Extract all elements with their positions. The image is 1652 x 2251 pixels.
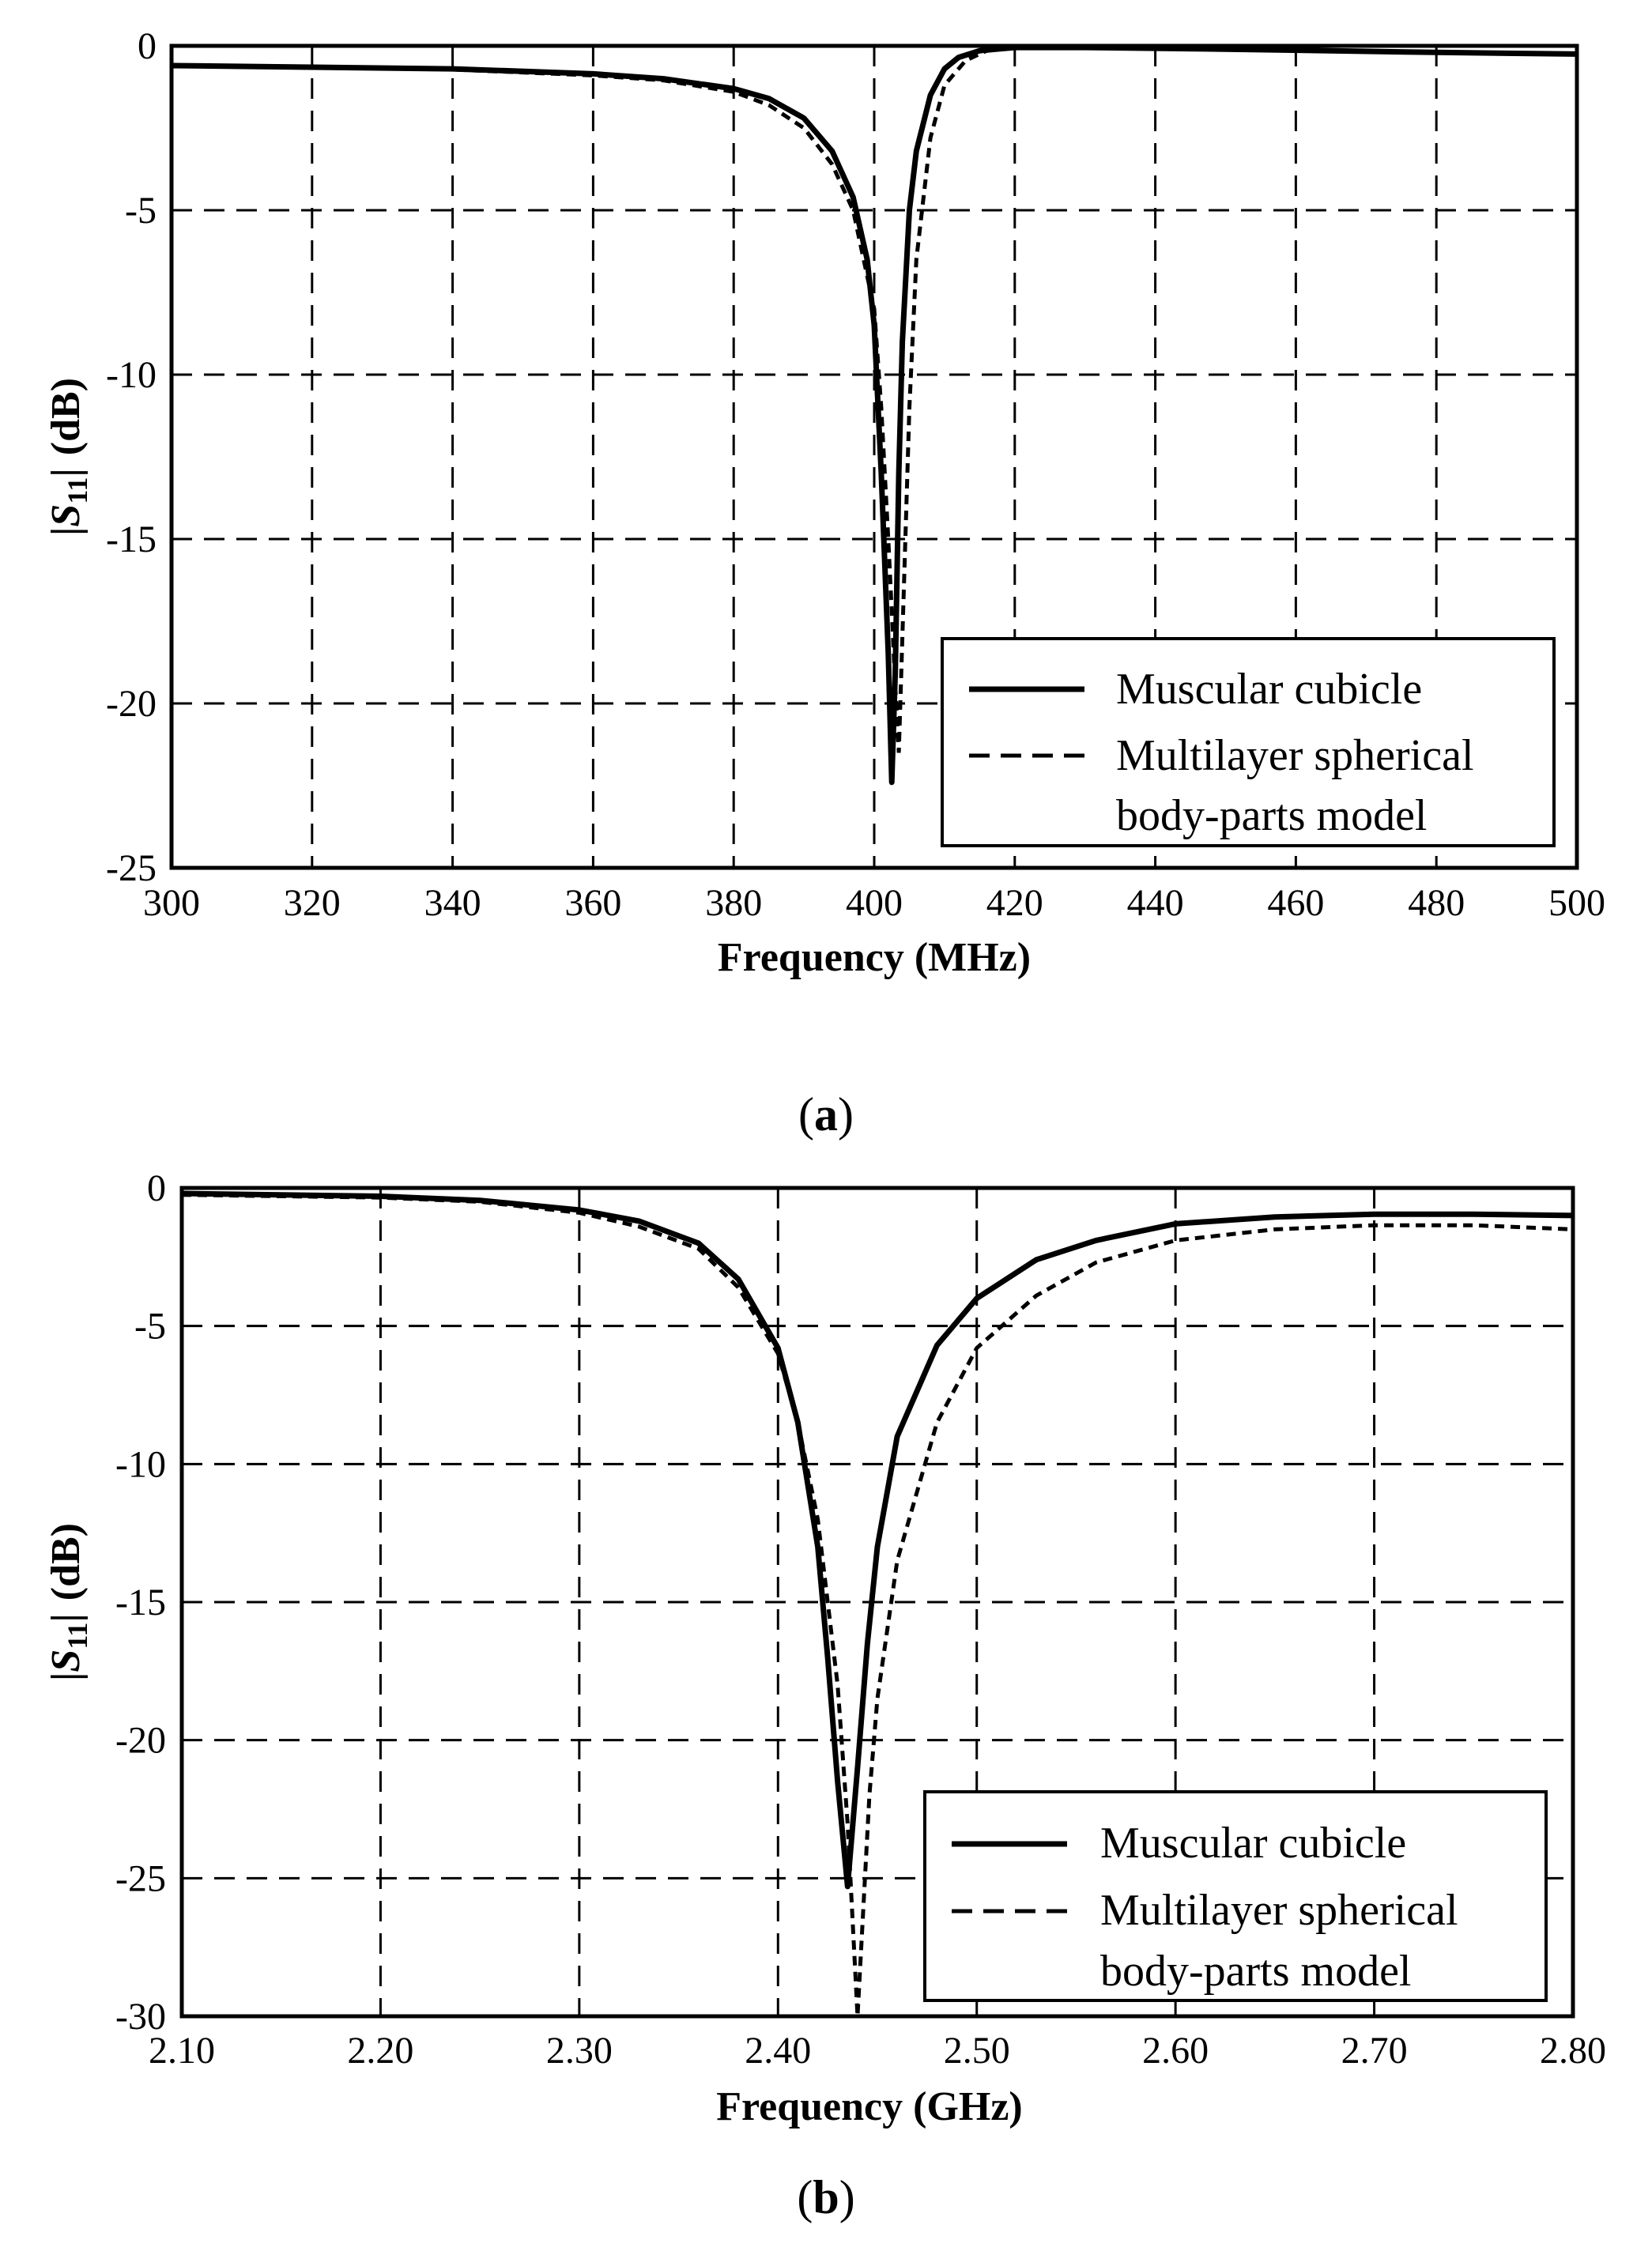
svg-text:|S11|(dB): |S11|(dB) <box>43 378 93 536</box>
x-tick-label-a: 480 <box>1408 882 1465 924</box>
y-title-bar-left: | <box>43 527 89 536</box>
x-tick-label-b: 2.30 <box>546 2030 613 2072</box>
series-b <box>181 1190 1574 2017</box>
legend-label-muscular-b: Muscular cubicle <box>1100 1819 1406 1868</box>
x-tick-label-a: 400 <box>846 882 903 924</box>
y-tick-label-b: -15 <box>115 1582 166 1623</box>
y-title-unit: (dB) <box>43 1523 89 1601</box>
svg-text:|S11|(dB): |S11|(dB) <box>43 1523 93 1681</box>
series-multilayer-model-a <box>171 45 1578 753</box>
x-tick-label-a: 420 <box>986 882 1043 924</box>
x-tick-label-b: 2.60 <box>1142 2030 1209 2072</box>
x-tick-label-a: 380 <box>705 882 762 924</box>
y-tick-label-a: -25 <box>106 847 157 889</box>
legend-box-a <box>941 637 1556 847</box>
y-title-bar-right: | <box>43 468 89 477</box>
chart-panel-a: 300 320 340 360 380 400 420 440 460 480 500 0 -5 -10 -… <box>43 25 1605 1141</box>
y-tick-label-b: -20 <box>115 1720 166 1762</box>
chart-panel-b: 2.10 2.20 2.30 2.40 2.50 2.60 2.70 2.80 0 -5 -10 -1… <box>43 1167 1606 2223</box>
y-tick-label-b: -5 <box>134 1306 166 1348</box>
y-tick-label-b: -25 <box>115 1857 166 1899</box>
legend-label-bodyparts-a: body-parts model <box>1116 791 1427 840</box>
panel-label-a: (a) <box>798 1088 854 1141</box>
ticks-b: 2.10 2.20 2.30 2.40 2.50 2.60 2.70 2.80 0 -5 -10 -1… <box>115 1167 1606 2072</box>
x-tick-label-a: 300 <box>143 882 200 924</box>
plot-frame-b <box>179 1186 1575 2019</box>
legend-label-muscular-a: Muscular cubicle <box>1116 665 1422 714</box>
y-axis-title-b: |S11|(dB) <box>43 1523 93 1681</box>
legend-a: Muscular cubicle Multilayer spherical bo… <box>941 637 1556 847</box>
series-a <box>171 44 1578 786</box>
y-title-bar-left: | <box>43 1672 89 1681</box>
ticks-a: 300 320 340 360 380 400 420 440 460 480 500 0 -5 -10 -… <box>106 25 1605 924</box>
legend-box-b <box>923 1790 1548 2002</box>
x-tick-label-b: 2.40 <box>745 2030 811 2072</box>
x-tick-label-a: 440 <box>1127 882 1184 924</box>
y-title-main: S <box>43 504 89 527</box>
x-tick-label-a: 500 <box>1548 882 1605 924</box>
x-tick-label-b: 2.10 <box>149 2030 215 2072</box>
y-tick-label-b: -30 <box>115 1996 166 2038</box>
legend-label-multilayer-b: Multilayer spherical <box>1100 1886 1458 1935</box>
x-tick-label-a: 320 <box>284 882 341 924</box>
y-title-subscript: 11 <box>62 1623 93 1650</box>
series-multilayer-model-b <box>181 1193 1574 2017</box>
y-tick-label-a: 0 <box>138 25 157 67</box>
x-axis-title-a: Frequency (MHz) <box>718 935 1031 980</box>
panel-label-b: (b) <box>797 2171 854 2223</box>
legend-label-multilayer-a: Multilayer spherical <box>1116 731 1474 780</box>
y-tick-label-a: -10 <box>106 354 157 396</box>
x-tick-label-b: 2.70 <box>1341 2030 1408 2072</box>
y-title-unit: (dB) <box>43 378 89 455</box>
x-axis-title-b: Frequency (GHz) <box>716 2084 1023 2129</box>
x-tick-label-b: 2.50 <box>944 2030 1010 2072</box>
y-tick-label-a: -5 <box>125 190 157 232</box>
y-axis-title-a: |S11|(dB) <box>43 378 93 536</box>
legend-label-bodyparts-b: body-parts model <box>1100 1947 1411 1996</box>
y-title-main: S <box>43 1650 89 1672</box>
x-tick-label-a: 360 <box>564 882 621 924</box>
plot-frame-a <box>169 43 1579 870</box>
x-tick-label-a: 340 <box>424 882 481 924</box>
x-tick-label-b: 2.20 <box>347 2030 413 2072</box>
legend-b: Muscular cubicle Multilayer spherical bo… <box>923 1790 1548 2002</box>
y-tick-label-a: -15 <box>106 518 157 560</box>
x-tick-label-a: 460 <box>1267 882 1324 924</box>
y-title-bar-right: | <box>43 1613 89 1622</box>
y-tick-label-b: 0 <box>147 1167 166 1209</box>
y-tick-label-b: -10 <box>115 1443 166 1485</box>
x-tick-label-b: 2.80 <box>1540 2030 1606 2072</box>
y-tick-label-a: -20 <box>106 683 157 725</box>
series-muscular-cubicle-b <box>181 1190 1574 1890</box>
y-title-subscript: 11 <box>62 477 93 504</box>
